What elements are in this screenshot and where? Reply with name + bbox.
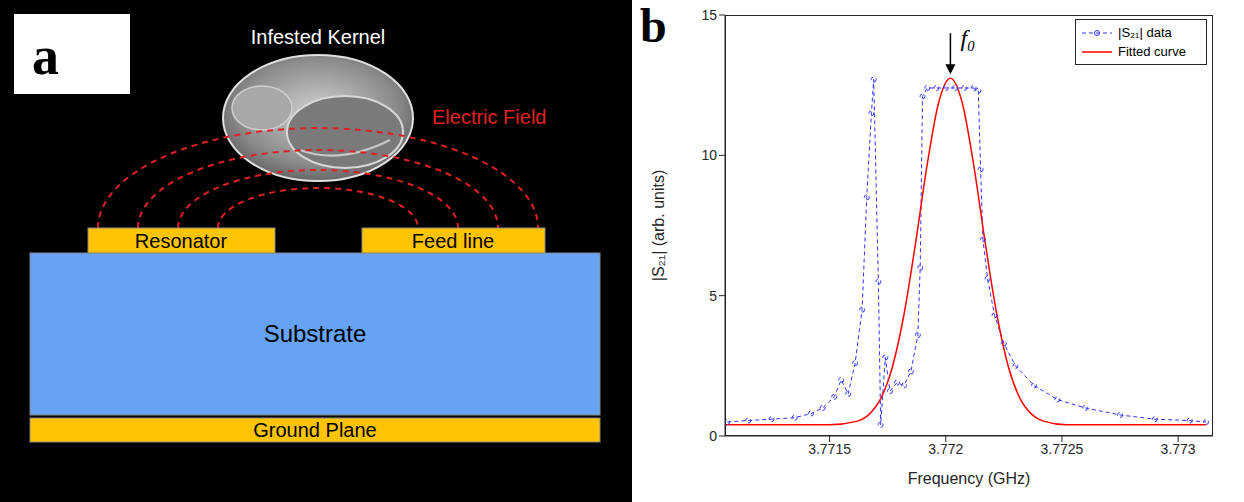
svg-text:Feed line: Feed line	[412, 230, 494, 252]
svg-text:3.772: 3.772	[928, 441, 963, 457]
svg-text:Resonator: Resonator	[135, 230, 228, 252]
svg-text:Infested Kernel: Infested Kernel	[251, 26, 386, 48]
html-text:Fitted curve: Fitted curve	[1118, 44, 1186, 59]
svg-text:5: 5	[709, 288, 717, 304]
svg-text:f₀: f₀	[960, 25, 975, 51]
html-text:b: b	[640, 0, 667, 52]
html-text:|S₂₁| data: |S₂₁| data	[1118, 25, 1172, 40]
svg-text:10: 10	[701, 147, 717, 163]
svg-text:3.773: 3.773	[1161, 441, 1196, 457]
svg-text:3.7725: 3.7725	[1041, 441, 1084, 457]
svg-text:Frequency (GHz): Frequency (GHz)	[908, 470, 1031, 487]
svg-text:Ground Plane: Ground Plane	[253, 419, 376, 441]
svg-text:a: a	[32, 26, 59, 86]
svg-text:Electric Field: Electric Field	[432, 106, 546, 128]
svg-text:|S₂₁| (arb. units): |S₂₁| (arb. units)	[650, 170, 667, 282]
svg-text:3.7715: 3.7715	[808, 441, 851, 457]
svg-text:Substrate: Substrate	[264, 320, 367, 347]
svg-text:15: 15	[701, 7, 717, 23]
svg-text:0: 0	[709, 428, 717, 444]
